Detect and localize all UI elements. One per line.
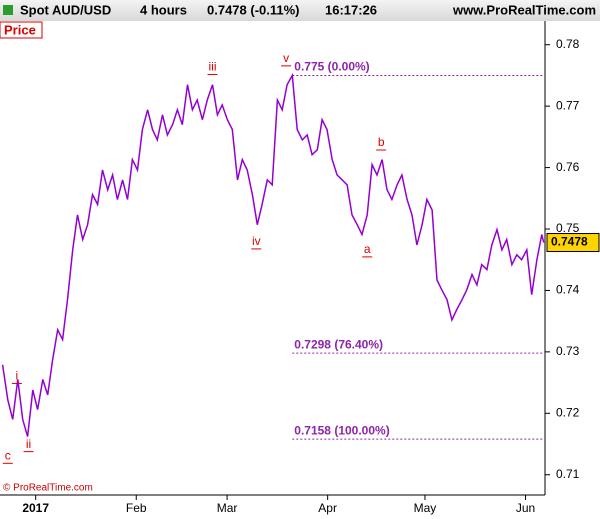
- time: 16:17:26: [325, 2, 377, 17]
- y-tick-label: 0.78: [556, 37, 580, 51]
- site: www.ProRealTime.com: [452, 2, 596, 17]
- y-tick-label: 0.74: [556, 283, 580, 297]
- price-line: [1, 72, 545, 437]
- fib-label: 0.7298 (76.40%): [294, 337, 383, 351]
- y-tick-label: 0.75: [556, 221, 580, 235]
- copyright: © ProRealTime.com: [3, 483, 93, 494]
- instrument: Spot AUD/USD: [20, 2, 111, 17]
- fib-label: 0.775 (0.00%): [294, 60, 369, 74]
- wave-label: i: [16, 369, 19, 383]
- last-price-label: 0.7478: [551, 235, 588, 249]
- x-tick-label: Jun: [516, 501, 535, 515]
- x-tick-label: Mar: [217, 501, 238, 515]
- wave-label: a: [364, 242, 371, 256]
- y-tick-label: 0.77: [556, 98, 580, 112]
- wave-label: b: [378, 135, 385, 149]
- x-tick-label: Apr: [318, 501, 337, 515]
- x-tick-label: May: [414, 501, 437, 515]
- header-icon: [3, 5, 13, 15]
- x-tick-label: 2017: [22, 501, 49, 515]
- panel-label: Price: [4, 22, 36, 37]
- header-bar: [0, 0, 600, 21]
- x-tick-label: Feb: [126, 501, 147, 515]
- last-price-box: [546, 233, 600, 253]
- wave-label: v: [283, 51, 289, 65]
- panel-label-box: [0, 21, 43, 39]
- timeframe: 4 hours: [140, 2, 187, 17]
- y-tick-label: 0.71: [556, 467, 580, 481]
- wave-label: c: [5, 448, 11, 462]
- wave-label: ii: [26, 437, 31, 451]
- y-tick-label: 0.76: [556, 160, 580, 174]
- y-tick-label: 0.72: [556, 405, 580, 419]
- fib-label: 0.7158 (100.00%): [294, 423, 389, 437]
- y-tick-label: 0.73: [556, 344, 580, 358]
- wave-label: iv: [252, 234, 261, 248]
- wave-label: iii: [208, 60, 216, 74]
- quote: 0.7478 (-0.11%): [207, 2, 300, 17]
